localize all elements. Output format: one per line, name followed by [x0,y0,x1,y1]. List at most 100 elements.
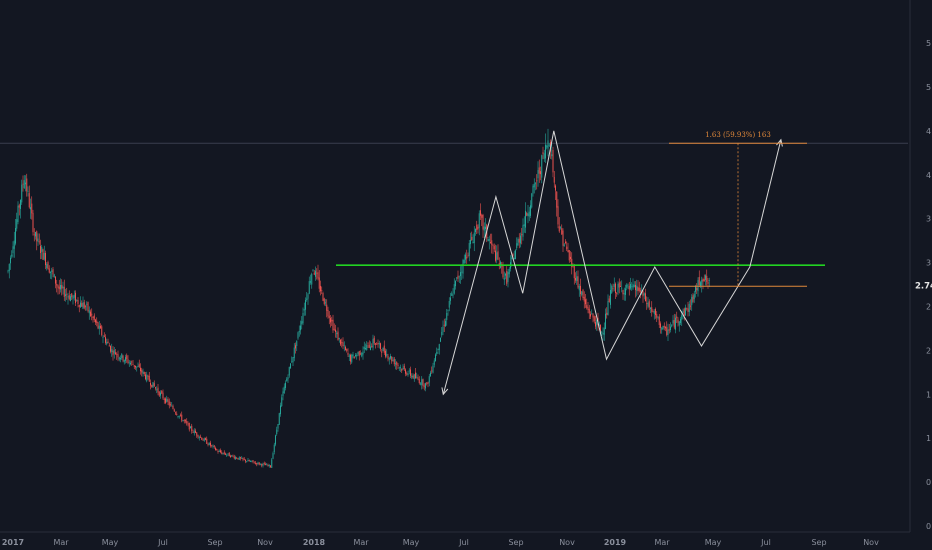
candle-body [12,246,14,254]
y-tick-label: 3.50 [926,215,932,224]
candle-body [460,272,461,277]
candle-body [483,226,485,231]
candle-body [670,326,671,330]
candle-body [268,464,270,467]
pattern-line[interactable] [442,130,751,395]
candle-body [160,392,161,396]
candle-body [512,254,514,256]
candle-body [250,461,251,463]
candle-body [360,353,361,355]
candle-body [221,452,223,454]
pattern-arrowhead-down[interactable] [441,387,449,396]
candle-body [615,283,616,294]
candle-body [317,272,319,279]
candle-body [18,205,20,208]
candle-body [692,295,694,302]
x-tick-label: Nov [257,538,273,547]
candle-body [626,284,628,288]
candle-body [198,436,200,439]
y-axis[interactable]: 0.00 0.50 1.00 1.50 2.00 2.50 3.00 3.50 4.00 4.50… [909,0,932,532]
projection-arrow-line[interactable] [749,139,782,268]
candle-body [27,191,29,192]
candle-body [237,458,239,460]
measure-tool[interactable]: 1.63 (59.93%) 163 [669,131,807,287]
candle-body [178,415,180,417]
y-tick-label: 5.50 [926,39,932,48]
y-tick-label: 1.00 [926,434,932,443]
candle-body [38,241,40,243]
candle-body [152,382,154,388]
candle-body [302,312,304,324]
x-tick-label: Jul [157,538,168,547]
candle-body [453,284,455,294]
candle-body [608,298,610,302]
candle-body [633,284,635,288]
candle-body [561,228,563,235]
candle-body [33,234,35,236]
candle-body [346,349,348,351]
candle-body [323,298,325,305]
candle-body [77,300,79,304]
candle-body [325,302,326,304]
candle-body [637,286,639,291]
candle-body [661,327,663,330]
candle-body [76,299,78,301]
candle-body [188,422,190,430]
candle-body [603,327,605,335]
candle-body [315,270,316,277]
candle-body [105,337,106,343]
candle-body [553,176,555,183]
y-tick-label: 2.50 [926,303,932,312]
candle-body [681,315,683,320]
candle-body [102,337,104,338]
x-axis[interactable]: 2017 Mar May Jul Sep Nov 2018 Mar May Jul Sep Nov 20… [0,531,910,547]
candle-body [348,355,350,357]
candle-body [353,356,355,359]
candle-body [418,379,420,384]
candle-body [541,155,543,178]
candle-body [412,375,414,378]
candle-body [292,357,294,363]
candle-body [671,324,673,327]
candle-body [478,213,480,228]
candle-body [191,425,193,431]
candle-body [297,332,299,339]
candle-body [220,450,221,453]
candle-body [240,457,241,459]
pattern-lines[interactable] [441,130,783,396]
candle-body [226,454,228,456]
candle-body [356,354,358,357]
candle-body [428,376,430,383]
candle-body [351,354,353,363]
candle-body [601,331,603,333]
candle-body [708,280,710,282]
candle-body [36,231,38,242]
candle-body [333,328,335,330]
candle-body [491,240,493,245]
candle-body [261,463,263,466]
y-tick-label: 4.00 [926,171,932,180]
candle-body [52,269,54,275]
candle-body [682,311,684,313]
candle-body [408,370,410,372]
candle-body [331,319,333,322]
candle-body [487,239,489,241]
candle-body [488,239,490,241]
candle-body [192,431,194,433]
candle-body [636,285,638,292]
candle-body [361,352,363,357]
candle-body [482,214,484,230]
candle-body [570,256,571,260]
candle-body [431,370,433,372]
candle-body [195,430,196,433]
candle-body [475,228,476,233]
candle-body [696,287,698,291]
candle-body [277,424,279,429]
candle-body [303,309,305,311]
candle-body [66,294,68,296]
candle-body [22,183,24,185]
candle-body [230,455,231,458]
candle-body [321,289,323,291]
candle-body [73,294,75,298]
